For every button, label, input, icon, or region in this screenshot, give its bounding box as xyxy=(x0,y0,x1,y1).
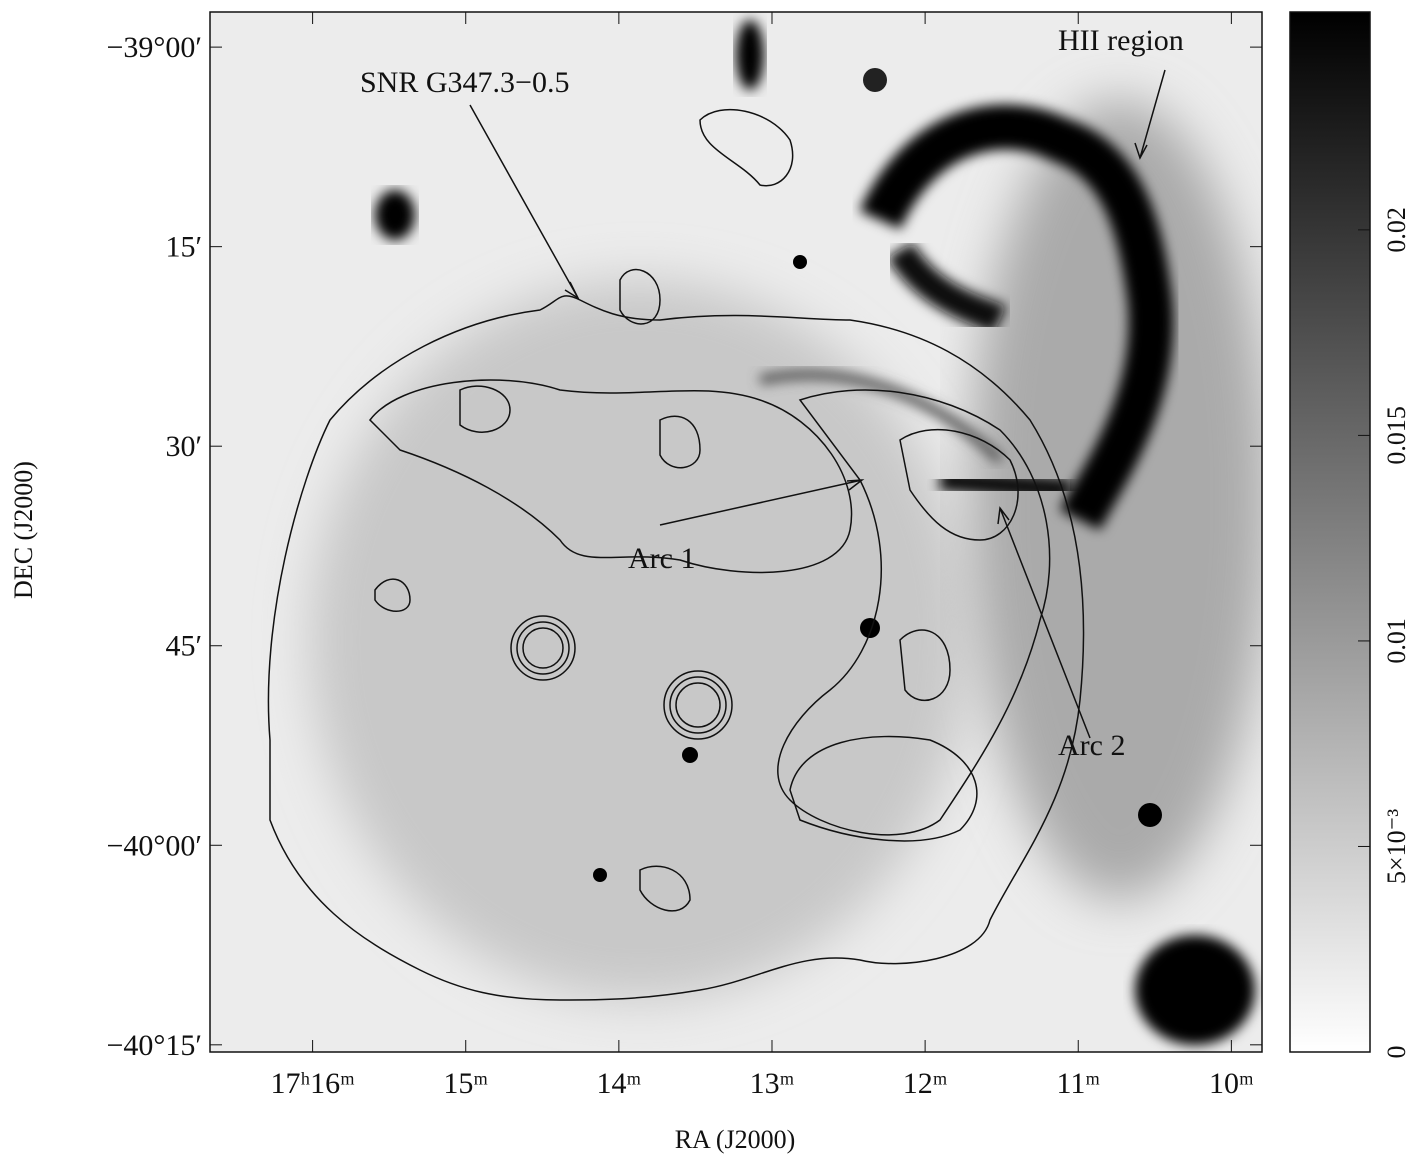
y-tick-label: −40°15′ xyxy=(107,1029,202,1062)
colorbar-tick-label: 0.015 xyxy=(1382,406,1411,465)
colorbar-tick-label: 5×10⁻³ xyxy=(1382,809,1411,884)
y-tick-label: 15′ xyxy=(165,231,202,264)
annotation: HII region xyxy=(1058,24,1184,57)
annotation: Arc 2 xyxy=(1058,729,1125,762)
colorbar-tick-label: 0.01 xyxy=(1382,618,1411,664)
annotation: SNR G347.3−0.5 xyxy=(360,66,569,99)
x-tick-label: 10ᵐ xyxy=(1209,1067,1254,1100)
x-tick-label: 17ʰ16ᵐ xyxy=(270,1067,355,1100)
annotation: Arc 1 xyxy=(628,542,695,575)
colorbar xyxy=(1290,12,1370,1052)
y-tick-label: 30′ xyxy=(165,430,202,463)
page: SNR G347.3−0.5 HII region Arc 1 Arc 2 RA… xyxy=(0,0,1422,1173)
y-tick-label: 45′ xyxy=(165,630,202,663)
colorbar-tick-label: 0.02 xyxy=(1382,207,1411,253)
x-axis-title: RA (J2000) xyxy=(675,1125,796,1154)
y-axis-title: DEC (J2000) xyxy=(9,461,38,599)
x-tick-label: 12ᵐ xyxy=(903,1067,948,1100)
x-tick-label: 11ᵐ xyxy=(1056,1067,1100,1100)
sky-image xyxy=(210,12,1270,1052)
colorbar-tick-label: 0 xyxy=(1382,1046,1411,1059)
x-tick-label: 14ᵐ xyxy=(597,1067,642,1100)
y-tick-label: −39°00′ xyxy=(107,31,202,64)
x-tick-label: 13ᵐ xyxy=(750,1067,795,1100)
figure: SNR G347.3−0.5 HII region Arc 1 Arc 2 RA… xyxy=(0,0,1422,1168)
x-tick-label: 15ᵐ xyxy=(443,1067,488,1100)
y-tick-label: −40°00′ xyxy=(107,829,202,862)
